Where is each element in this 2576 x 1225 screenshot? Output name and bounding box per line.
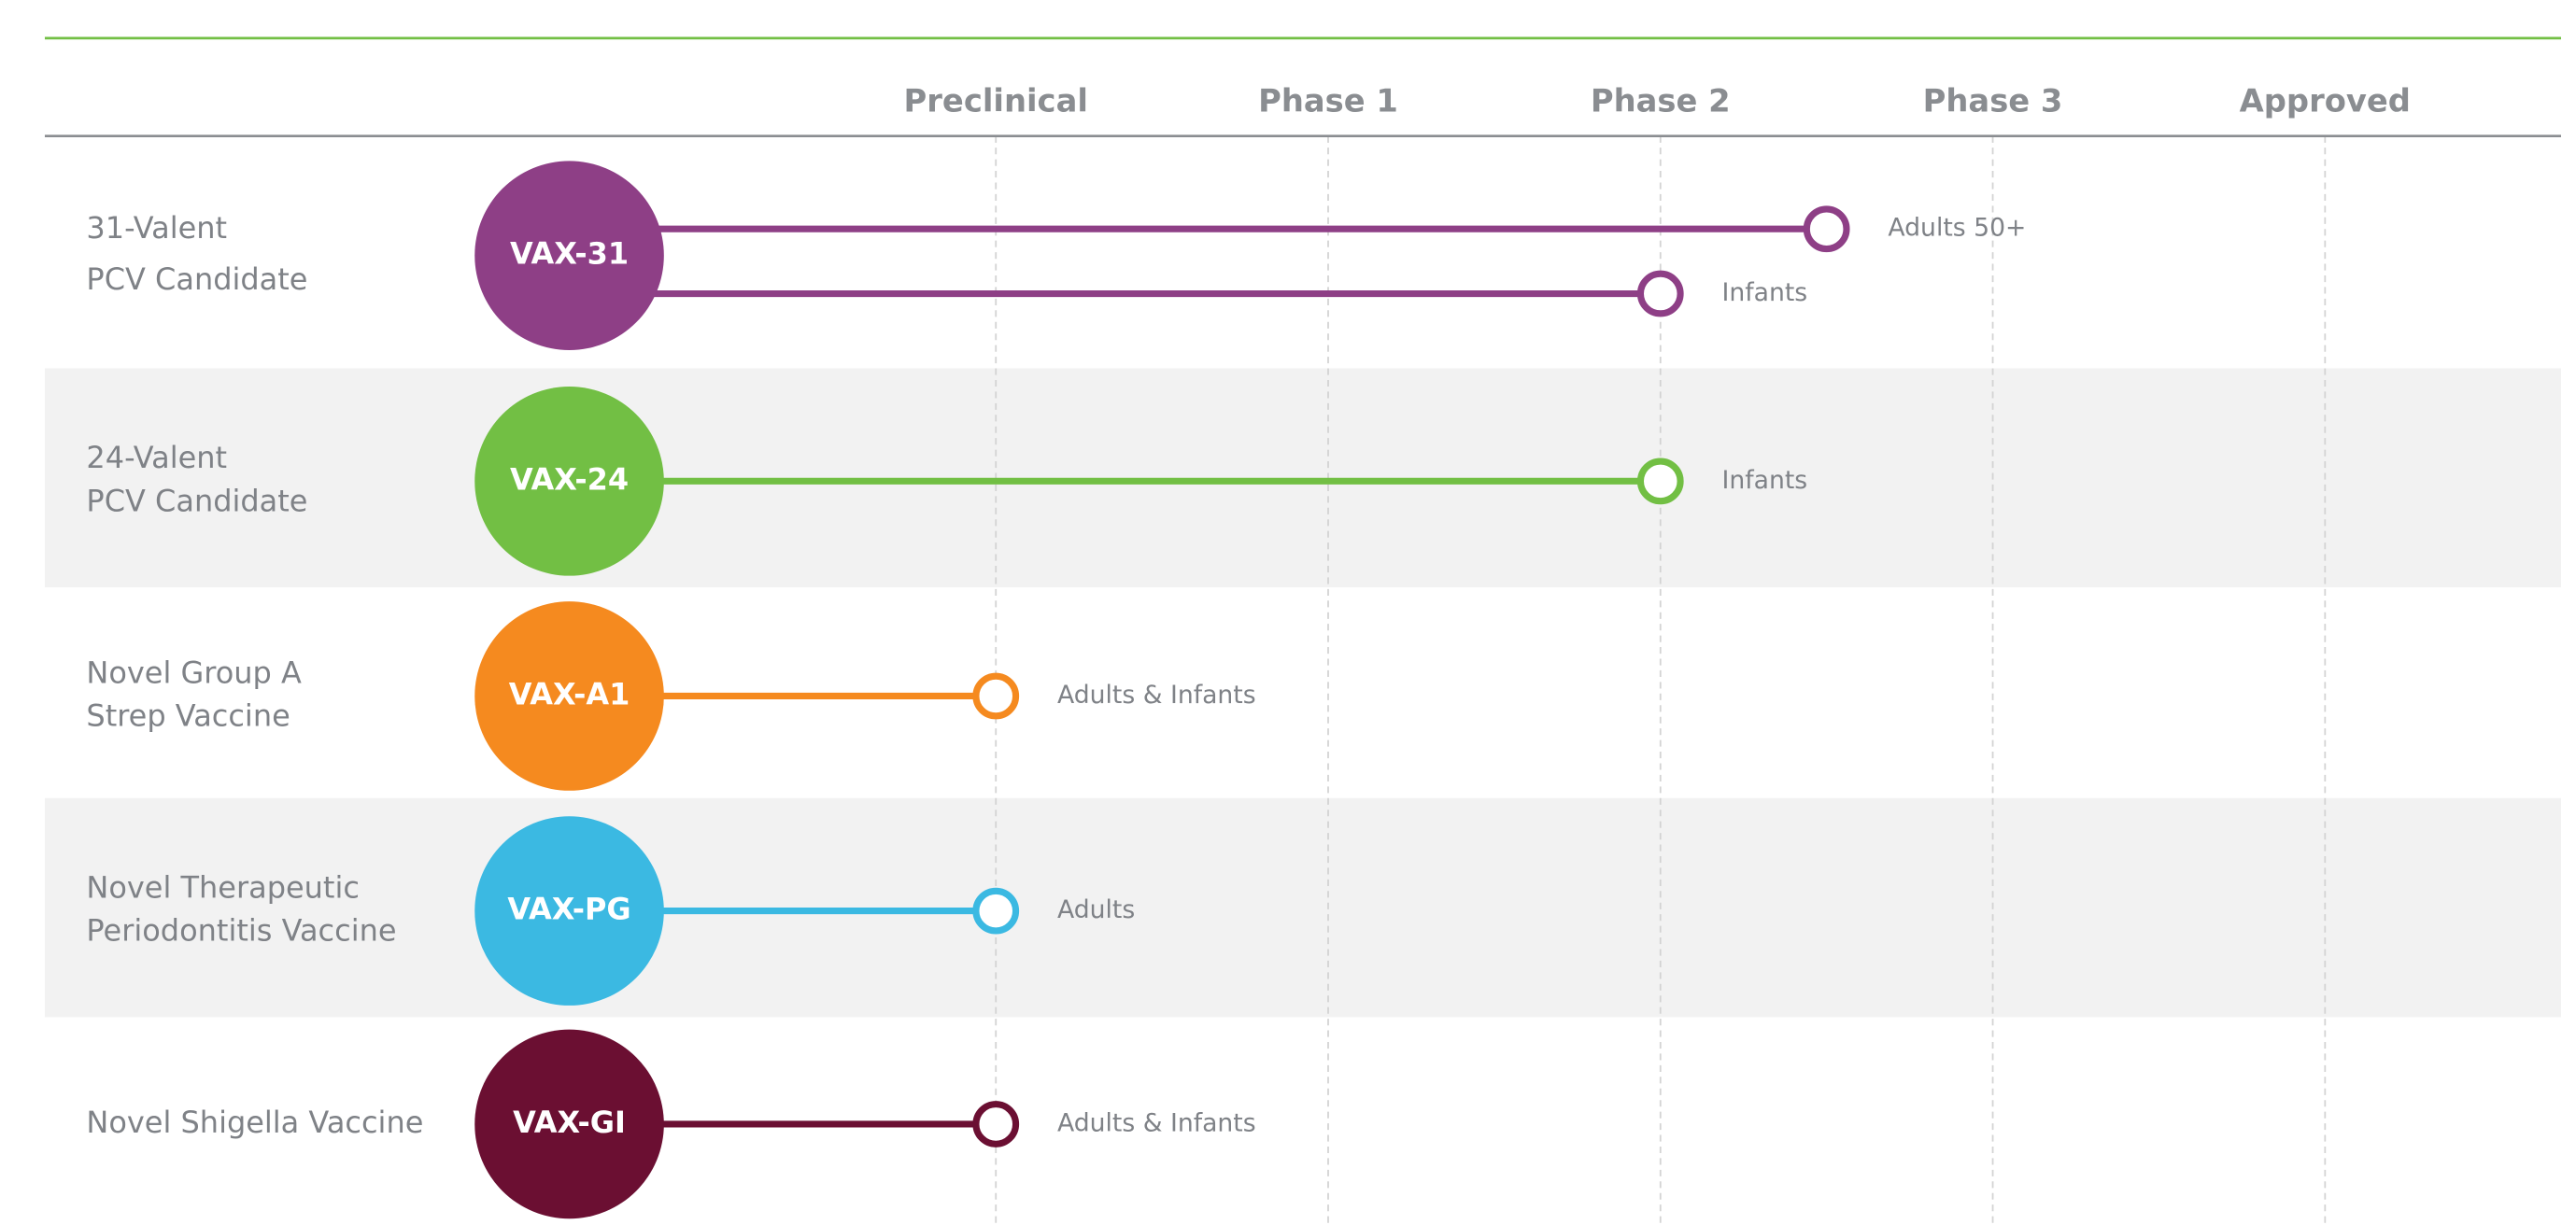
progress-end	[972, 1101, 1020, 1148]
progress-end	[1803, 205, 1850, 253]
progress-end	[1636, 270, 1684, 317]
content: Preclinical Phase 1 Phase 2 Phase 3 Approved…	[86, 83, 2411, 1219]
progress-end	[972, 887, 1020, 935]
progress-end	[972, 672, 1020, 720]
row-band	[44, 797, 2562, 1018]
phase-header: Preclinical	[904, 83, 1088, 120]
program-name: Strep Vaccine	[86, 698, 290, 734]
phase-header: Approved	[2240, 83, 2411, 120]
program-badge	[474, 601, 664, 791]
program-code: VAX-31	[510, 236, 629, 272]
progress-end	[1636, 458, 1684, 505]
population-label: Infants	[1722, 466, 1808, 495]
program-name: 31-Valent	[86, 210, 227, 246]
population-label: Adults & Infants	[1057, 1108, 1256, 1137]
rows	[44, 368, 2562, 1018]
program-badge	[474, 387, 664, 576]
population-label: Adults	[1057, 895, 1135, 924]
program-name: PCV Candidate	[86, 261, 307, 297]
phase-header: Phase 3	[1923, 83, 2063, 120]
program-code: VAX-A1	[509, 676, 630, 711]
program-badge	[474, 161, 664, 350]
phase-header: Phase 2	[1591, 83, 1731, 120]
grid	[995, 135, 2327, 1225]
program-name: PCV Candidate	[86, 483, 307, 518]
program-name: Novel Therapeutic	[86, 870, 360, 906]
program-name: Novel Shigella Vaccine	[86, 1105, 423, 1140]
program-name: Novel Group A	[86, 655, 302, 690]
program-badge	[474, 816, 664, 1006]
program-name: Periodontitis Vaccine	[86, 913, 396, 949]
phase-header: Phase 1	[1258, 83, 1398, 120]
population-label: Adults 50+	[1888, 214, 2026, 243]
program-code: VAX-GI	[513, 1105, 626, 1140]
program-code: VAX-PG	[507, 892, 630, 927]
program-code: VAX-24	[510, 461, 629, 497]
population-label: Infants	[1722, 278, 1808, 307]
program-name: 24-Valent	[86, 440, 227, 475]
population-label: Adults & Infants	[1057, 681, 1256, 710]
program-badge	[474, 1029, 664, 1219]
